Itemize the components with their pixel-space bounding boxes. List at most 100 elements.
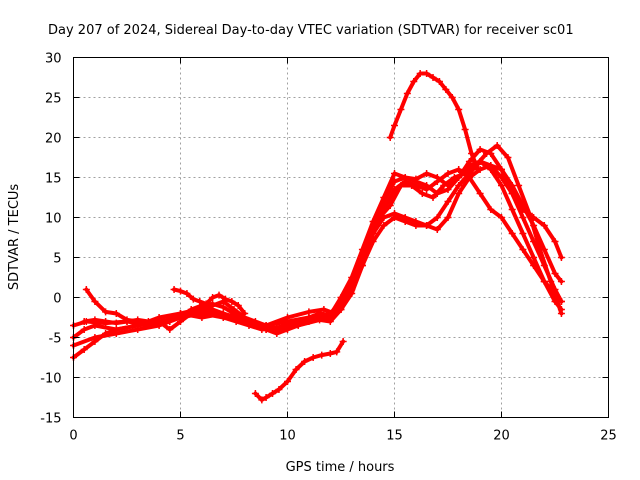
data-point	[301, 358, 309, 365]
data-point	[112, 319, 120, 327]
data-point	[433, 226, 441, 233]
data-point	[519, 202, 527, 209]
data-point	[455, 106, 463, 113]
data-point	[228, 298, 236, 305]
y-tick-label: 0	[53, 292, 61, 307]
data-point	[166, 326, 174, 333]
data-point	[444, 198, 452, 205]
data-point	[487, 162, 495, 169]
series-line-9	[82, 163, 564, 328]
y-tick-label: 15	[45, 172, 62, 187]
data-point	[380, 194, 388, 201]
data-point	[320, 306, 328, 313]
data-point	[412, 218, 420, 225]
x-tick-label: 5	[176, 429, 184, 444]
data-point	[369, 230, 377, 237]
data-point	[444, 186, 452, 193]
data-point	[508, 230, 516, 237]
data-point	[557, 254, 565, 261]
data-point	[519, 214, 527, 221]
data-point	[468, 150, 476, 157]
data-point	[476, 166, 484, 173]
data-point	[177, 287, 184, 295]
data-point	[487, 206, 495, 213]
y-tick-label: -5	[49, 332, 62, 347]
data-point	[461, 126, 469, 133]
y-tick-label: 5	[53, 252, 61, 267]
data-point	[189, 295, 197, 303]
data-point	[80, 326, 88, 333]
grid-layer	[73, 57, 609, 418]
data-point	[251, 390, 259, 397]
data-point	[540, 278, 548, 285]
data-point	[391, 170, 398, 177]
data-point	[442, 86, 450, 93]
data-point	[187, 306, 195, 313]
series-line-1	[71, 167, 564, 332]
data-point	[455, 166, 463, 173]
series-layer	[70, 70, 565, 404]
data-point	[423, 170, 431, 177]
data-point	[155, 322, 163, 329]
x-tick-label: 15	[386, 429, 403, 444]
data-point	[348, 282, 356, 289]
data-point	[408, 182, 416, 189]
data-point	[112, 310, 120, 317]
series-line-7	[388, 71, 480, 172]
data-point	[416, 70, 424, 77]
data-point	[202, 300, 210, 308]
data-point	[219, 310, 227, 317]
data-point	[410, 78, 418, 85]
data-point	[423, 222, 431, 229]
data-point	[380, 222, 388, 229]
data-point	[433, 174, 441, 181]
x-axis-label: GPS time / hours	[286, 460, 395, 475]
data-point	[241, 316, 249, 324]
data-point	[284, 318, 291, 325]
data-point	[333, 348, 341, 356]
data-point	[112, 330, 120, 337]
data-point	[476, 190, 484, 197]
data-point	[440, 182, 448, 189]
data-point	[504, 154, 512, 161]
data-point	[435, 78, 443, 85]
data-point	[91, 334, 99, 341]
data-point	[386, 134, 394, 141]
data-point	[166, 318, 174, 325]
data-point	[234, 302, 242, 309]
data-point	[530, 222, 538, 229]
data-point	[326, 310, 334, 317]
data-point	[429, 194, 437, 201]
data-point	[508, 182, 516, 189]
data-point	[498, 182, 505, 189]
data-point	[530, 238, 538, 245]
data-point	[219, 303, 227, 311]
data-point	[241, 310, 249, 317]
data-point	[102, 318, 110, 325]
data-point	[515, 182, 523, 189]
data-point	[144, 318, 152, 325]
data-point	[258, 396, 266, 404]
data-point	[91, 298, 99, 305]
data-point	[358, 254, 366, 261]
data-point	[444, 214, 452, 221]
data-point	[305, 314, 313, 321]
y-axis-label: SDTVAR / TECUs	[7, 184, 22, 291]
data-point	[177, 310, 184, 317]
data-point	[155, 314, 163, 321]
data-point	[262, 322, 270, 329]
data-point	[134, 326, 142, 333]
data-point	[80, 318, 88, 325]
data-point	[380, 214, 388, 221]
data-point	[557, 278, 565, 285]
data-point	[369, 218, 377, 225]
data-point	[498, 214, 505, 221]
data-point	[196, 298, 204, 305]
y-tick-label: -10	[40, 372, 61, 387]
data-point	[403, 90, 411, 97]
data-point	[221, 295, 229, 303]
data-point	[455, 182, 463, 189]
y-tick-label: 20	[45, 132, 62, 147]
data-point	[209, 294, 217, 301]
data-point	[557, 310, 565, 317]
